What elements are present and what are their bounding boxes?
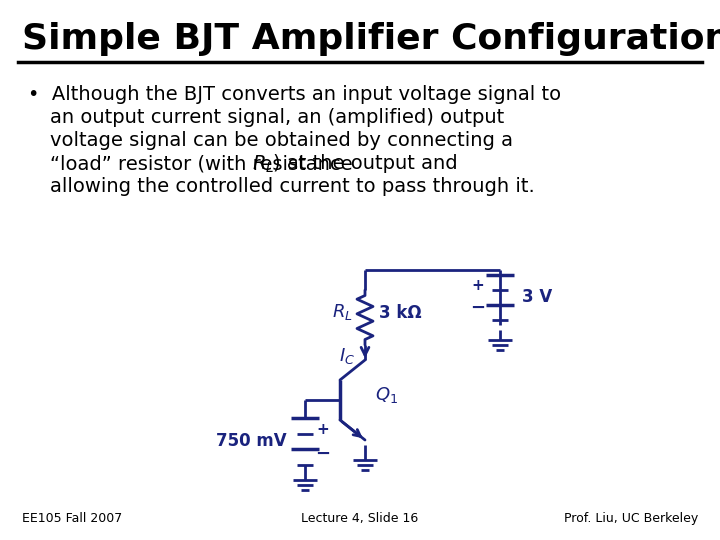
- Text: $Q_1$: $Q_1$: [375, 385, 398, 405]
- Text: $R_L$: $R_L$: [252, 154, 274, 176]
- Text: •  Although the BJT converts an input voltage signal to: • Although the BJT converts an input vol…: [28, 85, 561, 104]
- Text: 3 V: 3 V: [522, 288, 552, 307]
- Text: $I_C$: $I_C$: [339, 346, 355, 366]
- Text: Simple BJT Amplifier Configuration: Simple BJT Amplifier Configuration: [22, 22, 720, 56]
- Text: Lecture 4, Slide 16: Lecture 4, Slide 16: [302, 512, 418, 525]
- Text: an output current signal, an (amplified) output: an output current signal, an (amplified)…: [50, 108, 504, 127]
- Text: −: −: [470, 299, 485, 316]
- Text: +: +: [317, 422, 329, 437]
- Text: voltage signal can be obtained by connecting a: voltage signal can be obtained by connec…: [50, 131, 513, 150]
- Text: ) at the output and: ) at the output and: [273, 154, 458, 173]
- Text: $R_L$: $R_L$: [332, 302, 353, 322]
- Text: allowing the controlled current to pass through it.: allowing the controlled current to pass …: [50, 177, 535, 196]
- Text: Prof. Liu, UC Berkeley: Prof. Liu, UC Berkeley: [564, 512, 698, 525]
- Text: +: +: [472, 278, 485, 293]
- Text: −: −: [315, 444, 330, 462]
- Text: “load” resistor (with resistance: “load” resistor (with resistance: [50, 154, 359, 173]
- Text: 3 kΩ: 3 kΩ: [379, 303, 422, 321]
- Text: 750 mV: 750 mV: [217, 433, 287, 450]
- Text: EE105 Fall 2007: EE105 Fall 2007: [22, 512, 122, 525]
